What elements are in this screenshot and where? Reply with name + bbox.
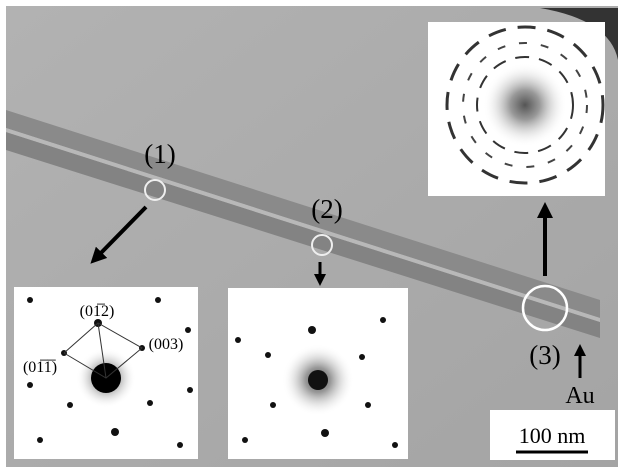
- diffraction-inset: (01̅2) (01̅1̅) (003): [14, 287, 198, 459]
- diffraction-inset: [228, 288, 408, 459]
- material-label: Au: [565, 383, 594, 409]
- index-label: (003): [149, 336, 184, 353]
- scale-bar-label: 100 nm: [519, 423, 586, 448]
- index-label: (01̅1̅): [23, 359, 57, 376]
- index-label: (01̅2): [80, 303, 115, 320]
- central-spot: [308, 370, 328, 390]
- region-label: (2): [311, 194, 342, 224]
- micrograph-figure: (1) (2) (3) Au (01̅2) (01̅1̅) (003): [0, 0, 623, 471]
- region-label: (3): [529, 340, 560, 370]
- diffraction-inset: [428, 22, 605, 196]
- central-halo: [483, 63, 567, 147]
- region-label: (1): [144, 139, 175, 169]
